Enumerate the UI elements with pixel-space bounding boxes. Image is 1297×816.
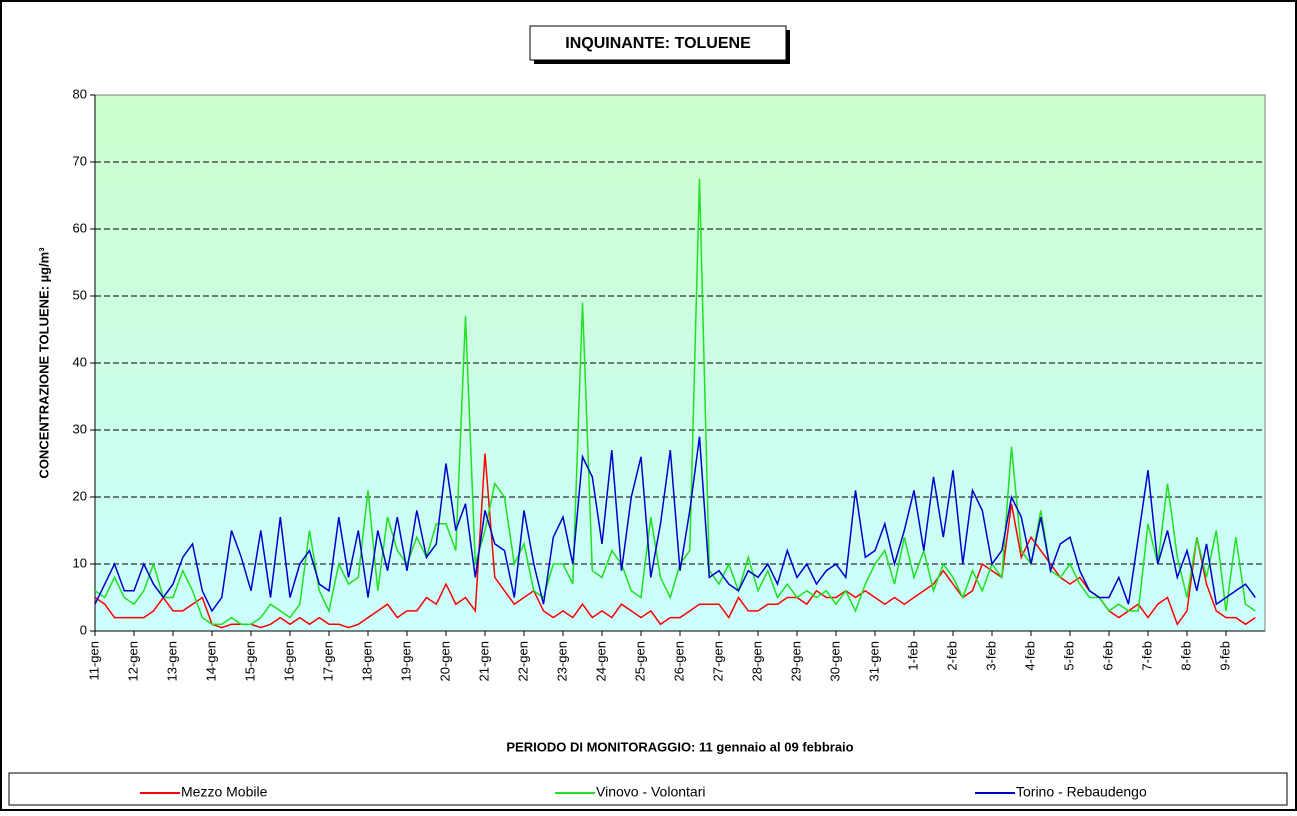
x-tick-label: 7-feb [1139,641,1154,671]
y-tick-label: 50 [73,287,87,302]
x-axis-title: PERIODO DI MONITORAGGIO: 11 gennaio al 0… [506,739,853,754]
y-tick-label: 80 [73,86,87,101]
legend-label: Mezzo Mobile [181,784,268,800]
y-tick-label: 60 [73,220,87,235]
x-tick-label: 11-gen [86,641,101,681]
series-line [94,436,1256,613]
x-tick-label: 26-gen [671,641,686,681]
x-tick-label: 14-gen [203,641,218,681]
y-tick-label: 20 [73,488,87,503]
y-tick-label: 10 [73,555,87,570]
x-tick-label: 9-feb [1217,641,1232,671]
title-box [529,25,787,61]
y-axis-title: CONCENTRAZIONE TOLUENE: µg/m³ [36,247,51,479]
chart-title: INQUINANTE: TOLUENE [565,35,751,52]
series-line [94,178,1256,626]
x-tick-label: 22-gen [515,641,530,681]
x-tick-label: 19-gen [398,641,413,681]
x-tick-label: 15-gen [242,641,257,681]
y-tick-label: 0 [80,622,87,637]
x-tick-label: 16-gen [281,641,296,681]
x-tick-label: 13-gen [164,641,179,681]
x-tick-label: 8-feb [1178,641,1193,671]
x-tick-label: 25-gen [632,641,647,681]
series-line [94,453,1256,629]
x-tick-label: 6-feb [1100,641,1115,671]
legend-label: Torino - Rebaudengo [1016,784,1147,800]
y-tick-label: 40 [73,354,87,369]
x-tick-label: 12-gen [125,641,140,681]
x-tick-label: 17-gen [320,641,335,681]
x-tick-label: 18-gen [359,641,374,681]
x-tick-label: 1-feb [905,641,920,671]
x-tick-label: 28-gen [749,641,764,681]
x-tick-label: 4-feb [1022,641,1037,671]
x-tick-label: 23-gen [554,641,569,681]
x-tick-label: 5-feb [1061,641,1076,671]
x-tick-label: 2-feb [944,641,959,671]
x-tick-label: 20-gen [437,641,452,681]
x-tick-label: 30-gen [827,641,842,681]
x-tick-label: 27-gen [710,641,725,681]
x-tick-label: 3-feb [983,641,998,671]
x-tick-label: 29-gen [788,641,803,681]
x-tick-label: 21-gen [476,641,491,681]
x-tick-label: 31-gen [866,641,881,681]
y-tick-label: 70 [73,153,87,168]
legend-label: Vinovo - Volontari [596,784,705,800]
legend [8,772,1288,806]
x-tick-label: 24-gen [593,641,608,681]
y-tick-label: 30 [73,421,87,436]
